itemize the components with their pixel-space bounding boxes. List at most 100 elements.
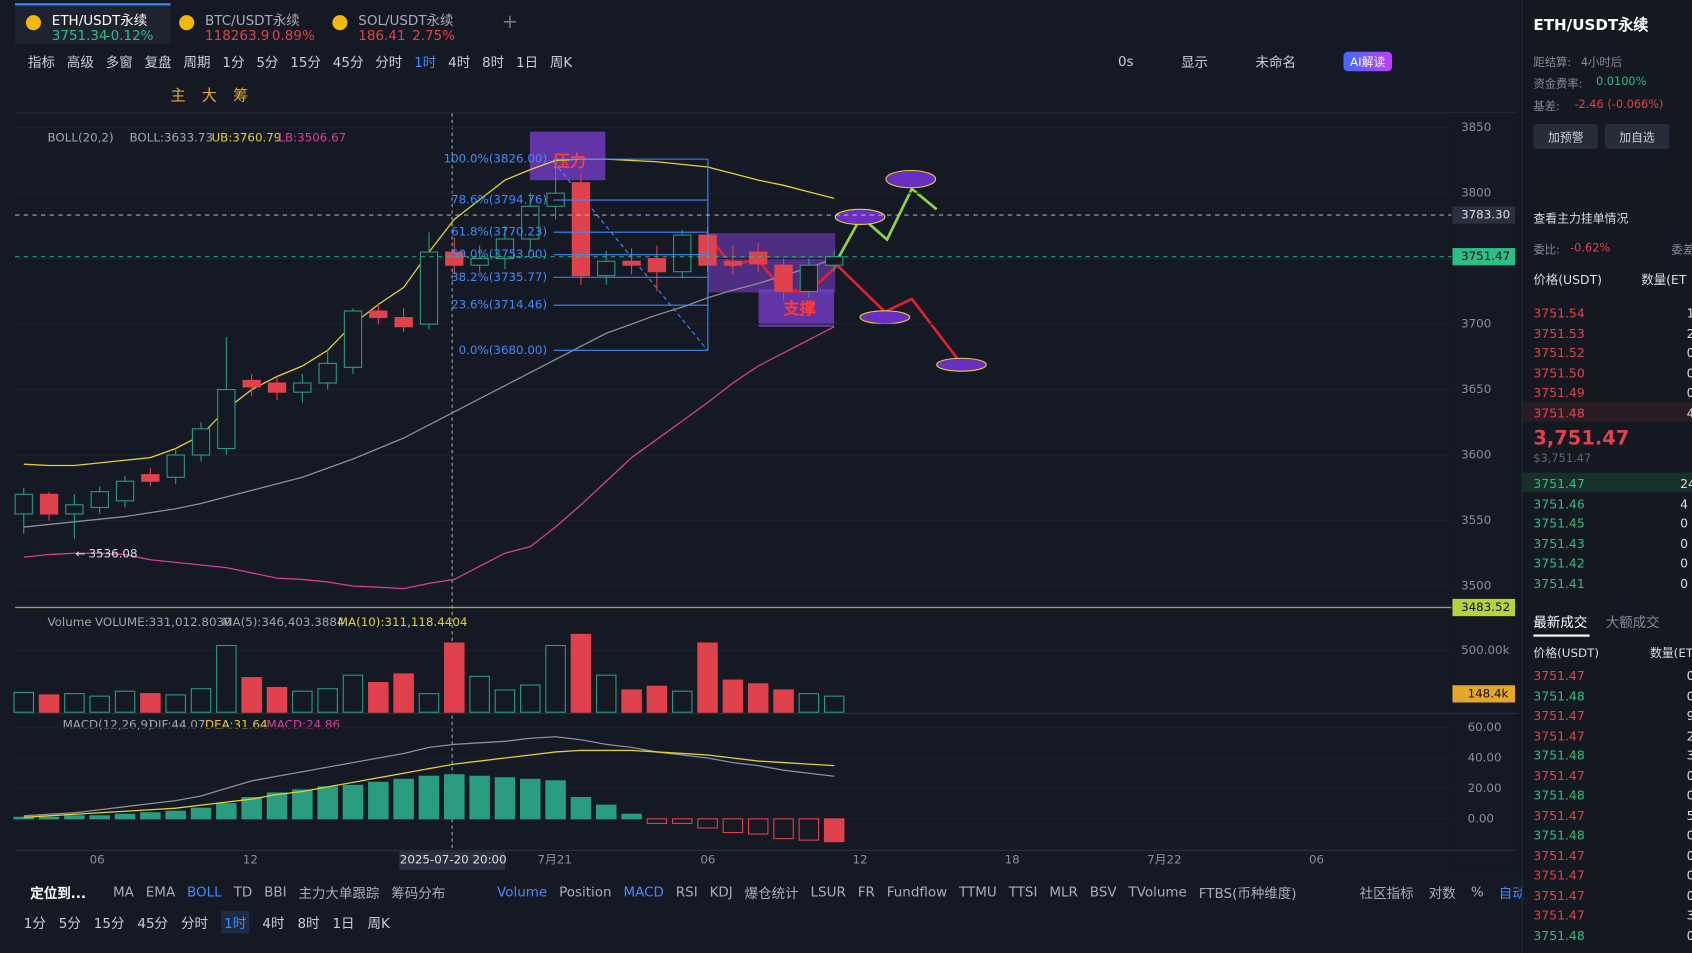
- volume-bar: [165, 694, 186, 713]
- trade-price: 3751.48: [1533, 927, 1585, 943]
- drawing-tool[interactable]: 筹: [233, 87, 249, 105]
- period[interactable]: 45分: [137, 915, 169, 932]
- y-tick-label: 3850: [1461, 120, 1491, 134]
- toolbar-item[interactable]: 周K: [549, 53, 573, 71]
- period[interactable]: 4时: [262, 915, 285, 932]
- volume-bar: [646, 685, 668, 713]
- period[interactable]: 周K: [367, 915, 390, 932]
- indicator-option[interactable]: %: [1470, 883, 1484, 900]
- ask-price: 3751.48: [1533, 405, 1585, 421]
- trade-price: 3751.47: [1533, 727, 1585, 743]
- indicator[interactable]: 筹码分布: [391, 884, 446, 902]
- macd-bar: [418, 775, 440, 820]
- volume-bar: [570, 633, 592, 713]
- toolbar-right-item[interactable]: 未命名: [1255, 53, 1296, 71]
- trade-price: 3751.47: [1533, 807, 1585, 823]
- toolbar-item[interactable]: 5分: [256, 53, 279, 71]
- button[interactable]: 加自选: [1604, 124, 1670, 149]
- period[interactable]: 15分: [93, 915, 125, 932]
- period[interactable]: 1时: [220, 910, 250, 934]
- drawing-tool[interactable]: 主: [170, 87, 186, 105]
- tab-name[interactable]: ETH/USDT永续: [51, 11, 148, 29]
- volume-bar: [140, 693, 161, 713]
- bid-qty: 4: [1680, 495, 1689, 511]
- indicator[interactable]: TD: [233, 883, 253, 900]
- bid-qty: 24: [1680, 475, 1692, 491]
- indicator[interactable]: FR: [857, 883, 875, 900]
- period[interactable]: 5分: [58, 915, 81, 932]
- indicator-option[interactable]: 对数: [1428, 884, 1456, 902]
- indicator[interactable]: BOLL: [187, 883, 222, 900]
- macd-label: MACD:24.86: [267, 718, 341, 732]
- toolbar-item[interactable]: 周期: [183, 53, 211, 71]
- low-arrow: ←: [76, 546, 86, 560]
- toolbar-item[interactable]: 4时: [448, 53, 471, 71]
- indicator-bar: 定位到... MA EMA BOLL TD BBI 主力大单跟踪 筹码分布 Volume Posi…: [30, 882, 1296, 903]
- candle-body: [571, 182, 591, 277]
- indicator[interactable]: BSV: [1089, 883, 1117, 900]
- drawing-tool[interactable]: 大: [201, 87, 217, 105]
- trade-price: 3751.47: [1533, 847, 1585, 863]
- period[interactable]: 8时: [297, 915, 320, 932]
- volume-bar: [671, 690, 693, 713]
- trade-qty: 0: [1687, 888, 1692, 903]
- indicator[interactable]: TVolume: [1128, 883, 1187, 900]
- tab-name[interactable]: SOL/USDT永续: [358, 11, 454, 29]
- indicator[interactable]: RSI: [675, 883, 698, 900]
- toolbar-item[interactable]: 1时: [414, 53, 437, 71]
- toolbar-right: 0s 显示 未命名 AI解读: [1118, 51, 1392, 72]
- indicator[interactable]: 爆仓统计: [744, 884, 799, 902]
- period[interactable]: 分时: [180, 915, 208, 932]
- indicator[interactable]: 主力大单跟踪: [298, 884, 380, 902]
- indicator[interactable]: Position: [559, 883, 612, 900]
- indicator-option[interactable]: 社区指标: [1359, 884, 1414, 902]
- indicator[interactable]: Volume: [497, 883, 548, 900]
- toolbar-item[interactable]: 指标: [28, 53, 56, 71]
- toolbar-right-item[interactable]: AI解读: [1343, 51, 1392, 71]
- toolbar-item[interactable]: 15分: [290, 53, 321, 71]
- toolbar-right-item[interactable]: 0s: [1117, 52, 1134, 70]
- indicator[interactable]: MLR: [1049, 883, 1078, 900]
- toolbar-item[interactable]: 1日: [515, 53, 539, 71]
- toolbar-item[interactable]: 1分: [222, 53, 245, 71]
- locate[interactable]: 定位到...: [30, 884, 87, 902]
- add-tab[interactable]: +: [501, 10, 519, 34]
- toolbar-item[interactable]: 45分: [332, 53, 364, 71]
- indicator[interactable]: KDJ: [709, 883, 733, 900]
- active-tab[interactable]: [15, 3, 171, 45]
- price-tag: [1452, 206, 1516, 224]
- indicator[interactable]: EMA: [145, 883, 176, 900]
- indicator[interactable]: MACD: [623, 883, 664, 900]
- trade-tab: 大额成交: [1605, 614, 1660, 631]
- tab-change: -0.12%: [105, 26, 154, 44]
- button[interactable]: 加预警: [1533, 124, 1599, 149]
- indicator[interactable]: TTMU: [959, 883, 997, 900]
- period[interactable]: 1分: [23, 915, 46, 932]
- bid-price: 3751.47: [1533, 475, 1585, 491]
- toolbar-item[interactable]: 8时: [482, 53, 505, 71]
- candle-body: [369, 310, 388, 319]
- trade-price: 3751.47: [1533, 867, 1585, 883]
- y-tick-label: 3600: [1461, 448, 1491, 462]
- volume-bar: [216, 644, 237, 713]
- toolbar-right-item[interactable]: 显示: [1181, 53, 1209, 71]
- toolbar-item[interactable]: 多窗: [105, 53, 133, 71]
- toolbar-item[interactable]: 分时: [375, 53, 403, 71]
- trade-qty: 9: [1687, 708, 1692, 723]
- period[interactable]: 1日: [332, 915, 355, 932]
- indicator[interactable]: FTBS(币种维度): [1198, 884, 1297, 902]
- toolbar-item[interactable]: 高级: [66, 53, 94, 71]
- tab-name[interactable]: BTC/USDT永续: [205, 11, 300, 29]
- macd-bar: [317, 786, 338, 820]
- toolbar-item[interactable]: 复盘: [144, 53, 172, 71]
- indicator[interactable]: MA: [113, 883, 134, 900]
- candle-body: [318, 362, 337, 384]
- indicator[interactable]: BBI: [264, 883, 287, 900]
- indicator-option[interactable]: 自动: [1498, 884, 1526, 902]
- volume-bar: [89, 695, 110, 713]
- volume-bar: [13, 691, 34, 713]
- indicator[interactable]: LSUR: [810, 883, 846, 900]
- indicator[interactable]: Fundflow: [886, 883, 948, 900]
- indicator[interactable]: TTSI: [1008, 883, 1038, 900]
